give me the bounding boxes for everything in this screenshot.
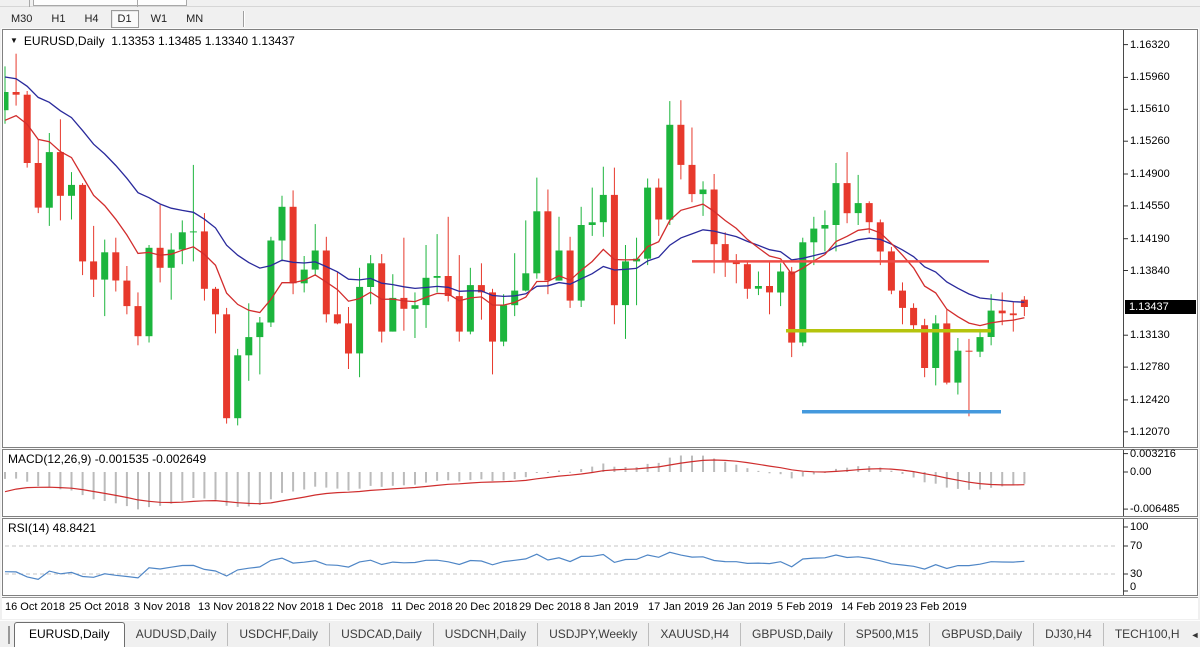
- chart-tab-USDCAD-Daily[interactable]: USDCAD,Daily: [330, 623, 434, 646]
- price-chart-pane[interactable]: [2, 29, 1198, 448]
- top-toolbar-remnant: [0, 0, 1200, 7]
- time-axis[interactable]: [2, 597, 1198, 619]
- timeframe-button-H1[interactable]: H1: [51, 12, 66, 25]
- tab-scroll-left-button[interactable]: ◄: [1190, 630, 1200, 640]
- toolbar-separator: [243, 10, 246, 27]
- toolbar-divider: [29, 0, 30, 7]
- chart-tab-USDCHF-Daily[interactable]: USDCHF,Daily: [228, 623, 331, 646]
- chart-tab-GBPUSD-Daily[interactable]: GBPUSD,Daily: [741, 623, 845, 646]
- chart-tab-TECH100-H[interactable]: TECH100,H: [1114, 627, 1180, 641]
- timeframe-button-W1[interactable]: W1: [150, 12, 168, 25]
- chart-tab-DJ30-H4[interactable]: DJ30,H4: [1034, 623, 1104, 646]
- chart-tab-XAUUSD-H4[interactable]: XAUUSD,H4: [649, 623, 742, 646]
- chart-tab-AUDUSD-Daily[interactable]: AUDUSD,Daily: [125, 623, 229, 646]
- symbol-combobox-partial[interactable]: [33, 0, 187, 6]
- macd-indicator-pane[interactable]: [2, 449, 1198, 517]
- timeframe-button-H4[interactable]: H4: [84, 12, 99, 25]
- timeframe-button-MN[interactable]: MN: [186, 12, 204, 25]
- chart-tab-SP500-M15[interactable]: SP500,M15: [845, 623, 931, 646]
- chart-tab-GBPUSD-Daily[interactable]: GBPUSD,Daily: [930, 623, 1035, 646]
- chart-tab-USDCNH-Daily[interactable]: USDCNH,Daily: [434, 623, 539, 646]
- tab-bar-grip: [8, 626, 10, 644]
- timeframe-toolbar: M30 H1 H4 D1 W1 MN: [0, 8, 1200, 29]
- toolbar-divider: [137, 0, 138, 7]
- chart-tab-bar: EURUSD,Daily AUDUSD,Daily USDCHF,Daily USDC…: [0, 620, 1200, 647]
- chart-tab-USDJPY-Weekly[interactable]: USDJPY,Weekly: [538, 623, 650, 646]
- timeframe-button-M30[interactable]: M30: [11, 12, 33, 25]
- chart-tab-EURUSD-Daily[interactable]: EURUSD,Daily: [14, 622, 125, 647]
- timeframe-button-D1[interactable]: D1: [110, 9, 139, 28]
- rsi-indicator-pane[interactable]: [2, 518, 1198, 596]
